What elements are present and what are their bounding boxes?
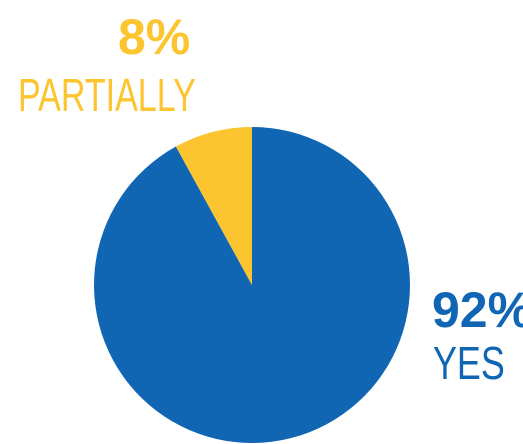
pie-slice-partially [175,127,252,285]
partially-category-label: PARTIALLY [18,69,196,121]
yes-category-label: YES [433,337,505,389]
partially-percent-label: 8% [118,9,191,65]
yes-percent-label: 92% [432,282,523,338]
